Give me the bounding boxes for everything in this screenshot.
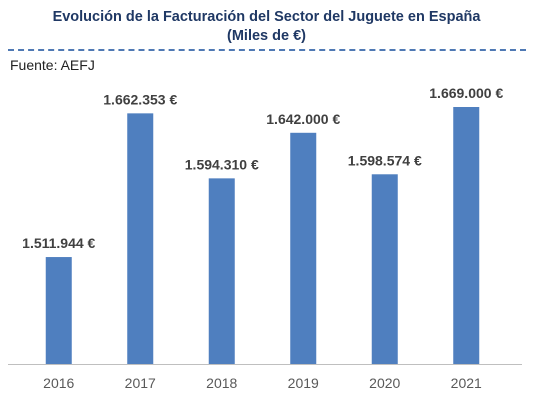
bar-2020 <box>371 174 398 364</box>
bars-group <box>45 107 480 364</box>
value-label-2016: 1.511.944 € <box>22 235 95 251</box>
value-labels-group: 1.511.944 € 1.662.353 € 1.594.310 € 1.642.0… <box>22 85 503 251</box>
value-label-2017: 1.662.353 € <box>103 91 177 107</box>
bar-2016 <box>45 257 72 364</box>
bar-2021 <box>453 107 480 364</box>
bar-2019 <box>290 132 317 364</box>
value-label-2020: 1.598.574 € <box>348 152 422 168</box>
source-note: Fuente: AEFJ <box>10 57 95 73</box>
x-tick-2017: 2017 <box>125 375 156 391</box>
x-tick-2021: 2021 <box>451 375 482 391</box>
title-divider <box>8 49 526 51</box>
x-tick-2018: 2018 <box>206 375 237 391</box>
x-tick-2019: 2019 <box>288 375 319 391</box>
bar-2017 <box>127 113 154 364</box>
bar-2018 <box>208 178 235 364</box>
chart-title: Evolución de la Facturación del Sector d… <box>0 8 533 46</box>
chart-title-line-1: Evolución de la Facturación del Sector d… <box>52 9 481 25</box>
x-tick-2016: 2016 <box>43 375 74 391</box>
chart-title-line-2: (Miles de €) <box>227 28 306 44</box>
value-label-2019: 1.642.000 € <box>266 111 340 127</box>
x-tick-2020: 2020 <box>369 375 400 391</box>
x-tick-labels-group: 2016 2017 2018 2019 2020 2021 <box>43 375 482 391</box>
value-label-2018: 1.594.310 € <box>185 156 259 172</box>
value-label-2021: 1.669.000 € <box>429 85 503 101</box>
